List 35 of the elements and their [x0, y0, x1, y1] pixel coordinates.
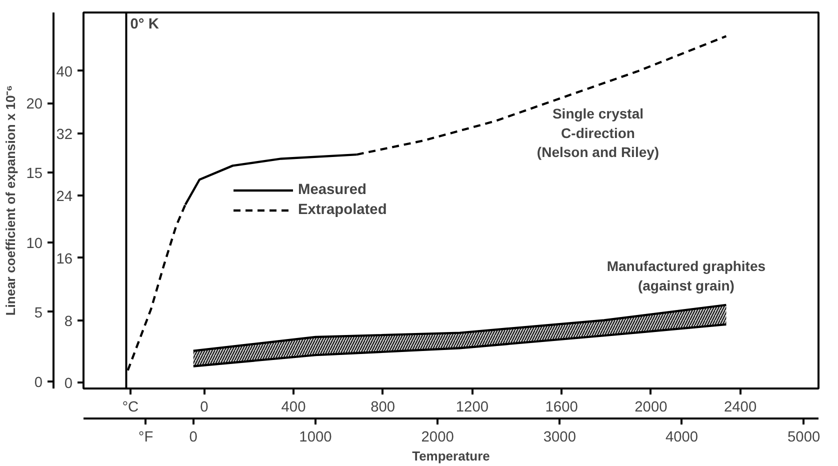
y2-tick-label: 32 [56, 126, 73, 143]
x-tick-label: 5000 [788, 430, 820, 446]
annotation: Single crystal C-direction (Nelson and Riley) [536, 106, 660, 160]
y-tick-label: 10 [26, 236, 43, 252]
x2-tick-label: 400 [281, 400, 306, 416]
x-tick-label: 1000 [299, 430, 332, 446]
x2-tick-label: 2400 [724, 400, 757, 416]
legend-label: Extrapolated [298, 202, 387, 218]
x2-tick-label: °C [122, 400, 140, 416]
x2-tick-label: 2000 [634, 400, 668, 416]
y2-tick-label: 24 [56, 189, 73, 206]
x-tick-label: 0 [189, 430, 198, 446]
x-tick-label: 2000 [421, 430, 454, 446]
x2-tick-label: 800 [370, 400, 396, 416]
y-axis-title: Linear coefficient of expansion x 10⁻⁶ [3, 85, 18, 316]
x2-tick-label: 1600 [545, 400, 578, 416]
annotation: Manufactured graphites (against grain) [606, 258, 766, 294]
x-tick-label: 3000 [543, 430, 576, 446]
line-series [192, 304, 728, 352]
x-tick-label: °F [138, 430, 154, 446]
x-axis-title: Temperature [412, 448, 490, 464]
legend-label: Measured [298, 182, 366, 198]
ref-line-label: 0° K [130, 16, 160, 32]
x-tick-label: 4000 [665, 430, 698, 446]
y-tick-label: 15 [26, 166, 43, 182]
line-series [192, 323, 728, 368]
x2-tick-label: 1200 [456, 400, 489, 416]
x2-tick-label: 0 [200, 400, 208, 416]
y-tick-label: 0 [34, 375, 43, 392]
y2-tick-label: 40 [56, 64, 73, 80]
y-tick-label: 5 [34, 305, 43, 322]
y-tick-label: 20 [26, 96, 43, 113]
y2-tick-label: 0 [64, 376, 73, 392]
y2-tick-label: 16 [56, 251, 73, 268]
y2-tick-label: 8 [64, 314, 73, 330]
